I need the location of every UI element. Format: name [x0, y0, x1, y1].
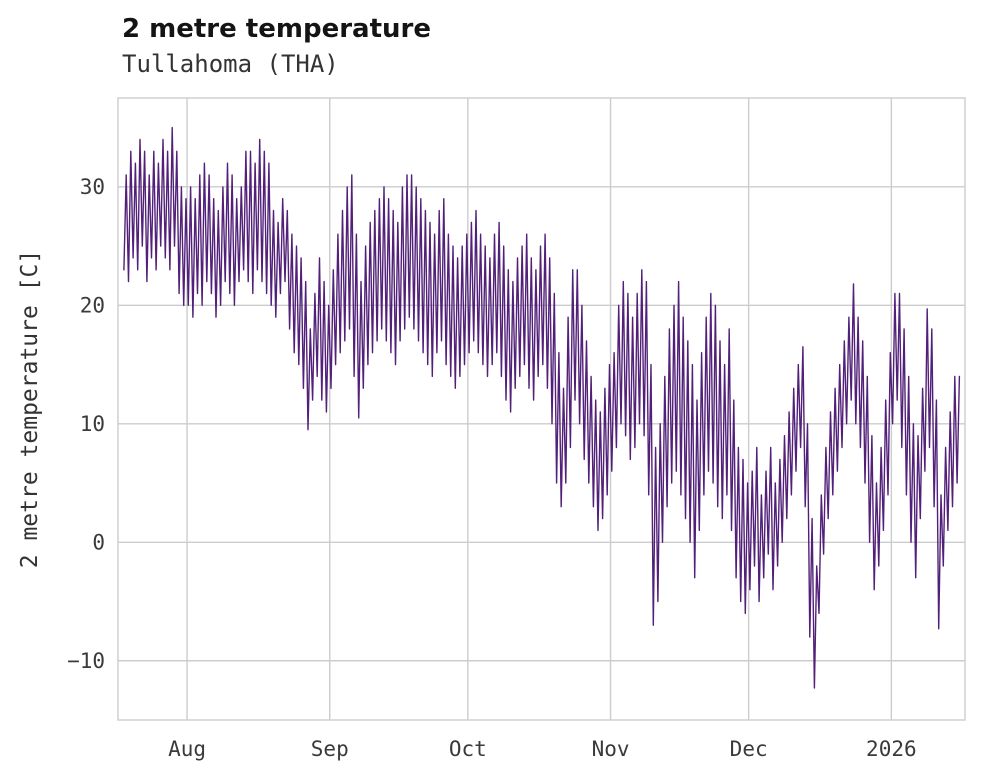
- x-tick-label: Aug: [168, 737, 206, 761]
- chart-subtitle: Tullahoma (THA): [122, 50, 339, 78]
- y-tick-label: 20: [80, 293, 105, 317]
- y-tick-label: 0: [92, 530, 105, 554]
- y-tick-label: 10: [80, 412, 105, 436]
- x-tick-label: Dec: [730, 737, 768, 761]
- x-tick-label: Sep: [311, 737, 349, 761]
- chart-title: 2 metre temperature: [122, 14, 431, 44]
- plot-border: [117, 97, 966, 721]
- x-tick-label: Nov: [592, 737, 630, 761]
- temperature-series: [123, 126, 961, 689]
- x-tick-label: Oct: [449, 737, 487, 761]
- x-tick-label: 2026: [866, 737, 917, 761]
- y-tick-label: −10: [67, 649, 105, 673]
- y-tick-label: 30: [80, 175, 105, 199]
